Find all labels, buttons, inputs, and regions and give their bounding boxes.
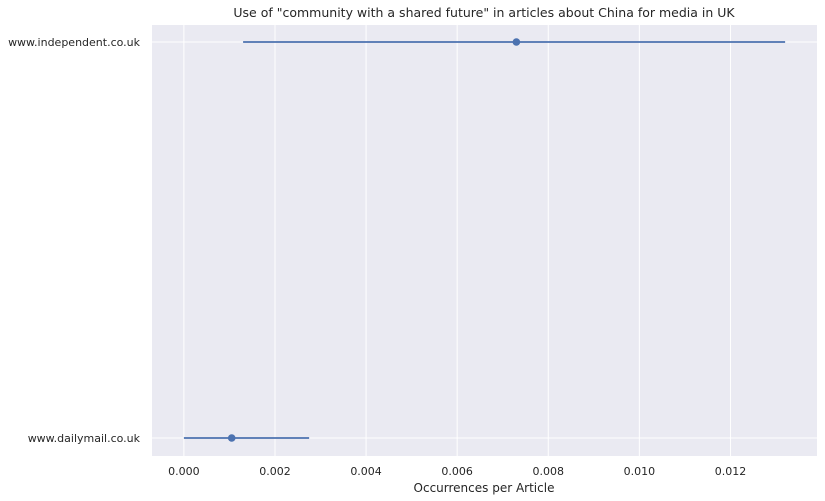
x-axis-ticks: 0.000 0.002 0.004 0.006 0.008 0.010 0.012 [168, 465, 746, 478]
data-point [512, 38, 521, 46]
data-point [227, 434, 236, 442]
x-tick-label: 0.004 [350, 465, 382, 478]
series [183, 38, 786, 442]
plot-area [152, 25, 817, 456]
x-tick-label: 0.006 [441, 465, 473, 478]
chart-title: Use of "community with a shared future" … [233, 5, 735, 20]
x-tick-label: 0.012 [715, 465, 747, 478]
x-tick-label: 0.002 [259, 465, 291, 478]
x-tick-label: 0.000 [168, 465, 200, 478]
x-tick-label: 0.008 [533, 465, 565, 478]
y-tick-label: www.dailymail.co.uk [28, 432, 141, 445]
y-axis-ticks: www.independent.co.uk www.dailymail.co.uk [8, 36, 141, 445]
y-tick-label: www.independent.co.uk [8, 36, 141, 49]
x-tick-label: 0.010 [624, 465, 656, 478]
x-axis-label: Occurrences per Article [414, 481, 555, 495]
grid [152, 25, 817, 456]
